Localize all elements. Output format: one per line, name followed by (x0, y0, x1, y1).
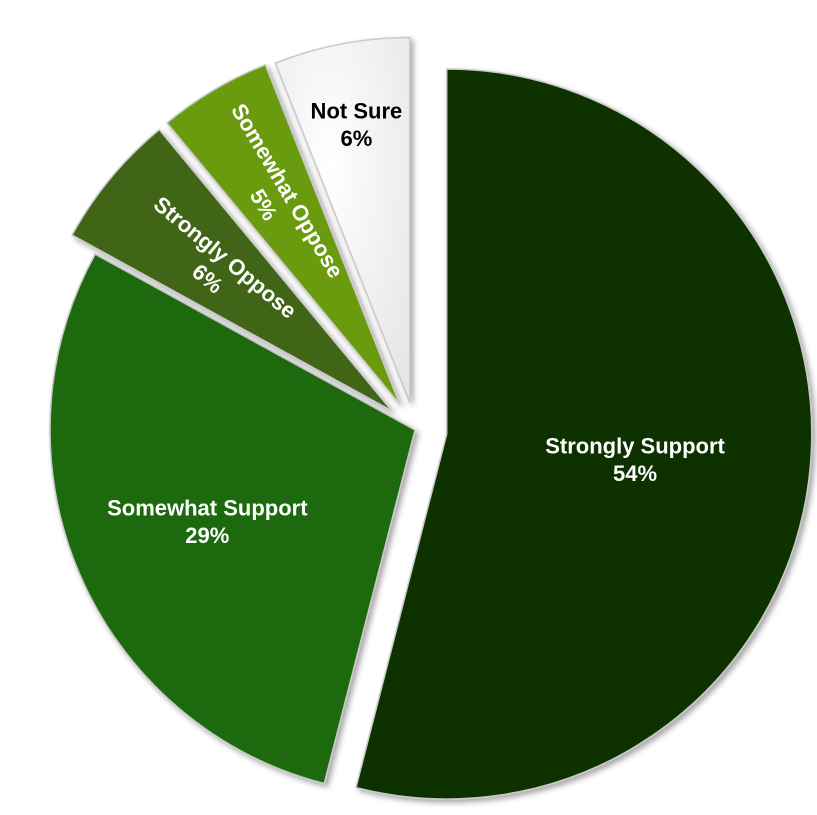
slice-category-not-sure: Not Sure (311, 98, 403, 123)
pie-slice-strongly-support (355, 68, 813, 800)
slice-label-strongly-support: Strongly Support 54% (545, 433, 725, 486)
pie-slice-somewhat-support (49, 253, 416, 785)
slice-value-strongly-support: 54% (613, 461, 657, 486)
slice-value-not-sure: 6% (341, 126, 373, 151)
slice-label-not-sure: Not Sure 6% (311, 98, 403, 151)
slice-category-somewhat-support: Somewhat Support (107, 495, 308, 520)
slice-value-somewhat-support: 29% (185, 523, 229, 548)
pie-slice-not-sure (274, 36, 411, 403)
pie-slice-somewhat-oppose (166, 63, 401, 405)
slice-category-strongly-support: Strongly Support (545, 433, 725, 458)
slice-label-somewhat-support: Somewhat Support 29% (107, 495, 308, 547)
pie-slice-strongly-oppose (71, 128, 393, 412)
